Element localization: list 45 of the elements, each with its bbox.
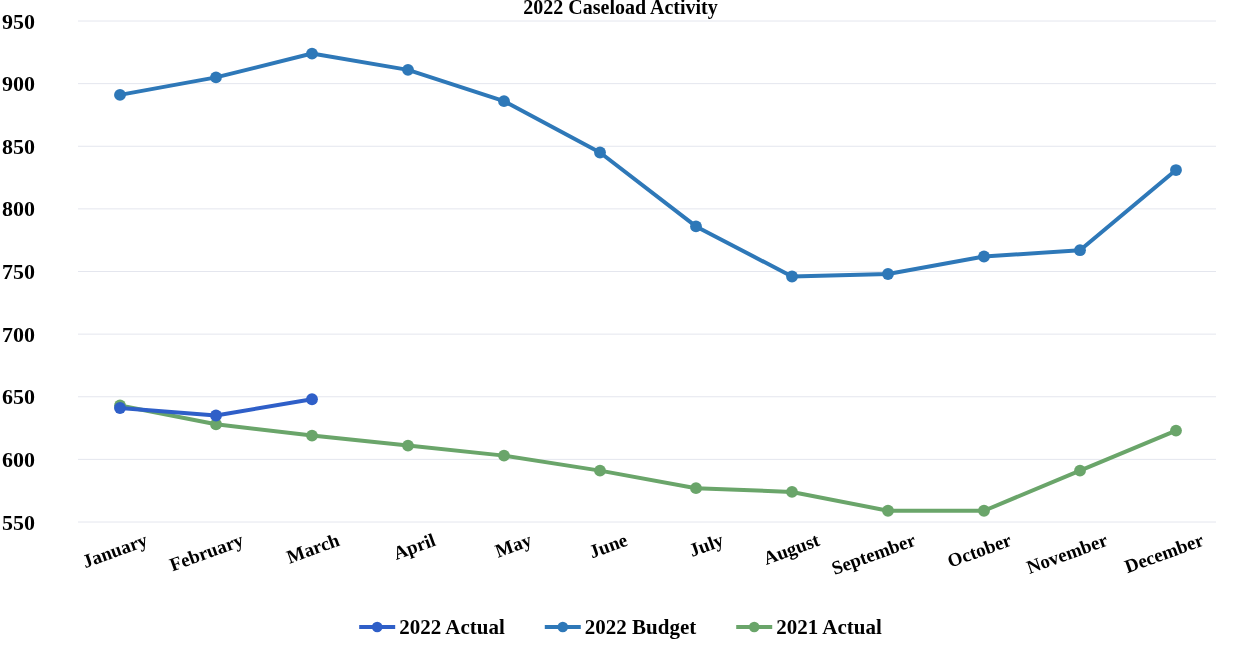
point — [306, 393, 318, 406]
point — [882, 504, 894, 517]
point — [690, 220, 702, 233]
point — [498, 95, 510, 108]
y-tick-label: 700 — [2, 321, 35, 347]
point — [498, 449, 510, 462]
legend-label: 2022 Actual — [399, 615, 505, 640]
point — [402, 439, 414, 452]
x-tick-label: May — [492, 528, 535, 562]
point — [1074, 244, 1086, 257]
chart-title: 2022 Caseload Activity — [523, 0, 718, 19]
point — [1074, 464, 1086, 477]
y-tick-label: 550 — [2, 509, 35, 535]
point — [1170, 424, 1182, 437]
point — [786, 486, 798, 498]
x-tick-label: January — [79, 528, 151, 572]
point — [402, 63, 414, 76]
y-tick-label: 600 — [2, 446, 35, 472]
point — [306, 429, 318, 442]
y-tick-label: 800 — [2, 196, 35, 222]
point — [690, 482, 702, 495]
x-tick-label: June — [586, 529, 631, 563]
legend-label: 2021 Actual — [776, 615, 882, 640]
x-tick-label: March — [283, 528, 343, 568]
point — [594, 146, 606, 159]
y-tick-label: 750 — [2, 259, 35, 285]
point — [1170, 164, 1182, 176]
point — [210, 71, 222, 84]
y-tick-label: 850 — [2, 133, 35, 159]
point — [978, 250, 990, 263]
x-tick-label: August — [760, 528, 823, 569]
point — [210, 409, 222, 422]
x-tick-label: October — [944, 528, 1015, 572]
y-tick-label: 950 — [2, 8, 35, 34]
y-tick-label: 650 — [2, 384, 35, 410]
point — [114, 88, 126, 101]
point — [594, 464, 606, 477]
point — [786, 270, 798, 283]
x-tick-label: April — [390, 529, 439, 564]
point — [978, 504, 990, 517]
y-tick-label: 900 — [2, 71, 35, 97]
legend-label: 2022 Budget — [584, 615, 697, 640]
x-tick-label: July — [686, 528, 727, 561]
point — [306, 47, 318, 60]
point — [882, 268, 894, 280]
